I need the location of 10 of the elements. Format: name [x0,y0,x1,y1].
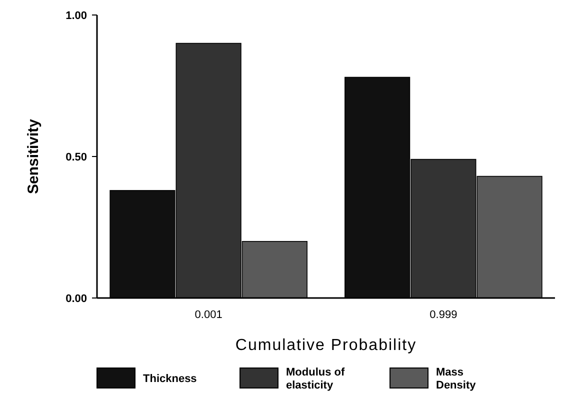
legend-label: Modulus of elasticity [286,366,345,392]
y-tick-label: 1.00 [66,10,87,22]
x-axis-title: Cumulative Probability [235,337,417,354]
x-tick-label: 0.001 [194,309,222,321]
x-tick-label: 0.999 [430,309,458,321]
y-tick-label: 0.00 [66,292,87,305]
y-tick-label: 0.50 [66,151,87,164]
legend-label: Thickness [143,372,197,385]
legend-label: Mass Density [436,366,477,392]
y-axis-title: Sensitivity [25,118,42,194]
